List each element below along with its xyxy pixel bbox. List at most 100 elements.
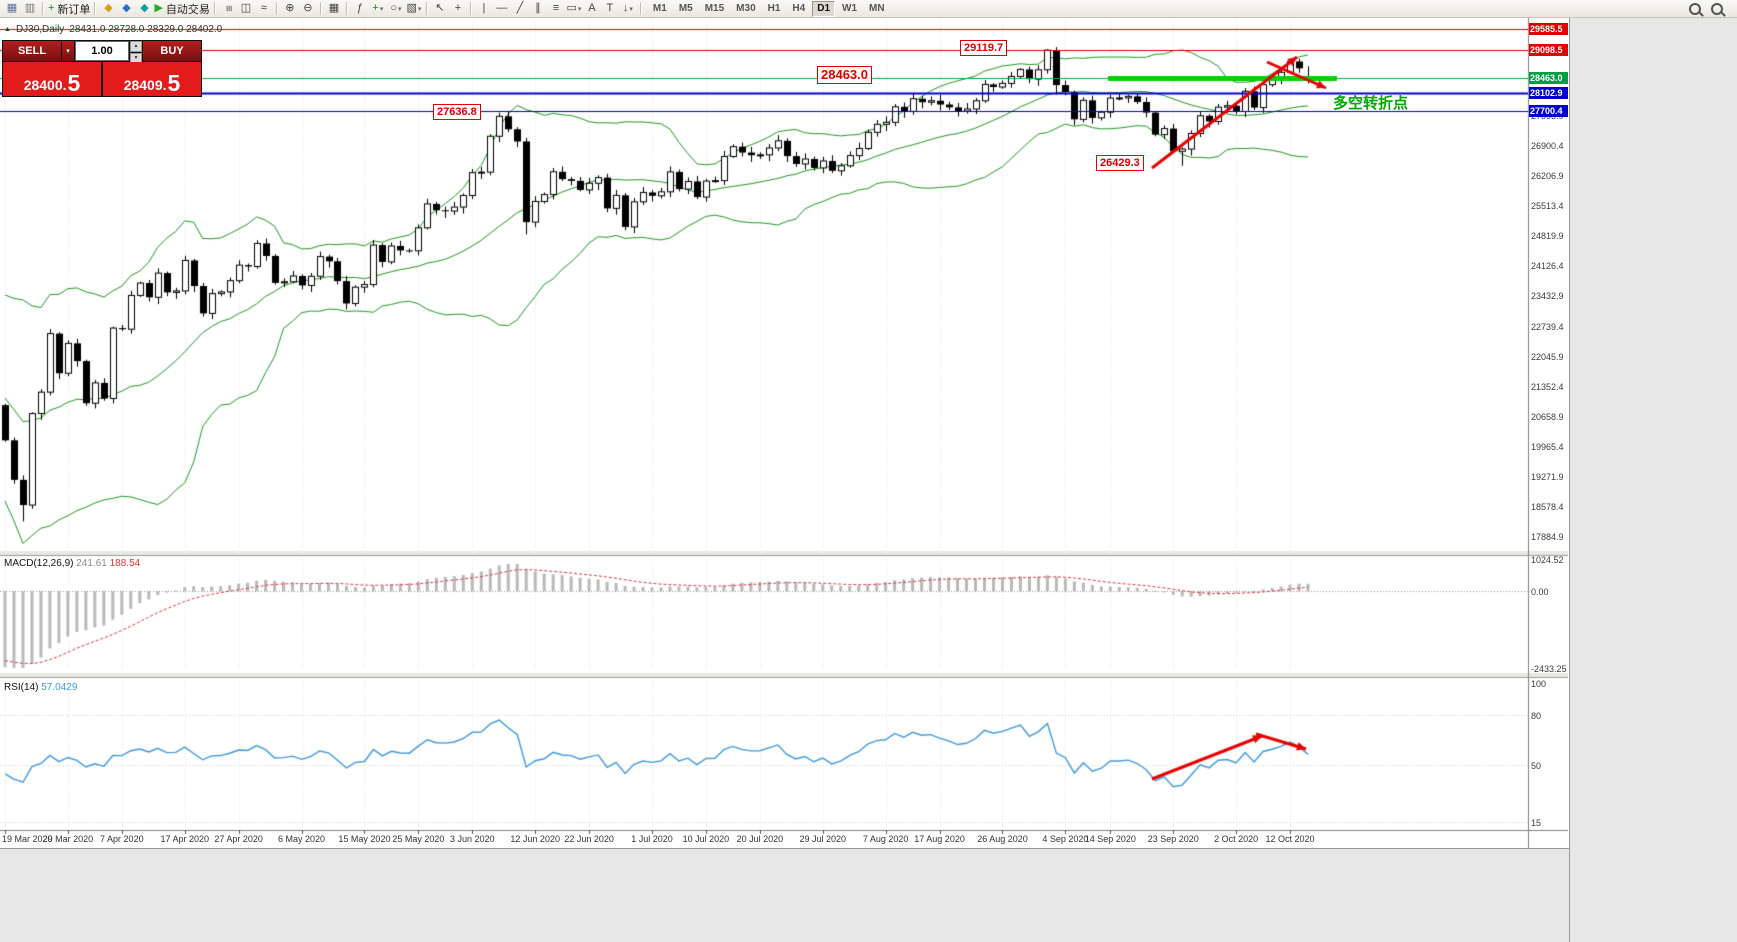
macd-indicator-label: MACD(12,26,9) 241.61 188.54 bbox=[4, 558, 140, 569]
order-options-dropdown[interactable]: ▾ bbox=[62, 41, 74, 61]
price-axis-label: 24819.9 bbox=[1531, 231, 1564, 242]
price-annotation[interactable]: 28463.0 bbox=[817, 66, 872, 84]
price-axis-label: 21352.4 bbox=[1531, 381, 1564, 392]
autotrade-button[interactable]: ▶ 自动交易 bbox=[154, 2, 210, 16]
date-label: 4 Sep 2020 bbox=[1042, 834, 1089, 844]
lot-size-input[interactable] bbox=[75, 41, 129, 61]
price-axis-label: 22045.9 bbox=[1531, 351, 1564, 362]
bar-chart-icon[interactable]: ≡ bbox=[222, 5, 235, 12]
tile-windows-icon[interactable]: ▦ bbox=[328, 2, 340, 14]
macd-axis-label: -2433.25 bbox=[1531, 664, 1567, 674]
fibonacci-icon[interactable]: ≡ bbox=[552, 2, 560, 14]
trend-note[interactable]: 多空转折点 bbox=[1333, 95, 1409, 112]
date-label: 6 May 2020 bbox=[278, 834, 326, 844]
rsi-axis-label: 100 bbox=[1531, 678, 1547, 689]
rsi-indicator-label: RSI(14) 57.0429 bbox=[4, 682, 77, 693]
price-tag: 29098.5 bbox=[1529, 44, 1568, 57]
text-icon[interactable]: A bbox=[588, 2, 596, 14]
toolbar-separator bbox=[319, 2, 322, 15]
workspace-background bbox=[1569, 18, 1737, 942]
search-icon[interactable] bbox=[1689, 2, 1701, 15]
date-label: 23 Sep 2020 bbox=[1147, 834, 1199, 844]
buy-button[interactable]: BUY bbox=[143, 41, 201, 61]
price-annotation[interactable]: 27636.8 bbox=[433, 104, 481, 120]
timeframe-M5[interactable]: M5 bbox=[678, 2, 693, 14]
timeframe-M15[interactable]: M15 bbox=[704, 2, 725, 14]
timeframe-W1[interactable]: W1 bbox=[842, 2, 858, 14]
rsi-axis-label: 80 bbox=[1531, 711, 1542, 722]
scroll-marker-icon: ▲ bbox=[4, 26, 11, 33]
date-label: 17 Apr 2020 bbox=[160, 834, 209, 844]
symbol-search-icon[interactable] bbox=[1711, 2, 1723, 15]
toolbar-separator bbox=[345, 2, 348, 15]
lot-increase-button[interactable]: ▲ bbox=[130, 41, 142, 52]
date-label: 19 Mar 2020 bbox=[2, 834, 53, 844]
toolbar-separator bbox=[213, 2, 216, 15]
zoom-in-icon[interactable]: ⊕ bbox=[285, 2, 295, 14]
date-label: 1 Jul 2020 bbox=[631, 834, 673, 844]
timeframe-M1[interactable]: M1 bbox=[652, 2, 667, 14]
indicators-icon[interactable]: ƒ bbox=[356, 2, 363, 14]
macd-signal-value: 188.54 bbox=[109, 558, 141, 569]
shapes-icon[interactable]: ▭ ▾ bbox=[566, 2, 582, 14]
date-label: 7 Aug 2020 bbox=[862, 834, 909, 844]
horizontal-line-icon[interactable]: — bbox=[496, 2, 508, 14]
price-tag: 28463.0 bbox=[1529, 71, 1568, 84]
chart-quote-line: ▲ DJ30,Daily 28431.0 28728.0 28329.0 28402… bbox=[4, 24, 227, 35]
price-axis-label: 19271.9 bbox=[1531, 471, 1564, 482]
buy-price[interactable]: 28409. 5 bbox=[103, 62, 201, 96]
one-click-trading-panel: SELL ▾ ▲ ▼ BUY 28400.5 28409.5 bbox=[2, 40, 202, 97]
sell-price[interactable]: 28400. 5 bbox=[3, 62, 101, 96]
alerts-icon[interactable]: ◆ bbox=[104, 2, 113, 14]
timeframe-MN[interactable]: MN bbox=[869, 2, 885, 14]
timeframe-M30[interactable]: M30 bbox=[736, 2, 756, 14]
candlestick-chart-icon[interactable]: ◫ bbox=[240, 2, 252, 14]
profiles-icon[interactable]: ▥ bbox=[24, 2, 36, 14]
price-axis-label: 20658.9 bbox=[1531, 411, 1564, 422]
date-label: 22 Jun 2020 bbox=[564, 834, 614, 844]
timeframe-H4[interactable]: H4 bbox=[792, 2, 806, 14]
date-label: 7 Apr 2020 bbox=[100, 834, 144, 844]
cursor-icon[interactable]: ↖ bbox=[435, 2, 445, 14]
timeframe-H1[interactable]: H1 bbox=[767, 2, 781, 14]
date-label: 27 Apr 2020 bbox=[214, 834, 263, 844]
price-axis-label: 24126.4 bbox=[1531, 261, 1564, 272]
community-icon[interactable]: ◆ bbox=[140, 2, 149, 14]
macd-axis-label: 1024.52 bbox=[1531, 555, 1564, 565]
price-annotation[interactable]: 26429.3 bbox=[1096, 155, 1144, 171]
new-chart-icon[interactable]: ▦ bbox=[6, 2, 18, 14]
date-label: 3 Jun 2020 bbox=[450, 834, 495, 844]
date-label: 25 May 2020 bbox=[392, 834, 445, 844]
mql-icon[interactable]: ◆ bbox=[122, 2, 131, 14]
date-label: 14 Sep 2020 bbox=[1084, 834, 1136, 844]
chart-canvas[interactable] bbox=[0, 18, 1568, 848]
arrows-icon[interactable]: ↓ ▾ bbox=[622, 2, 633, 14]
rsi-name: RSI(14) bbox=[4, 682, 39, 693]
timeframe-D1[interactable]: D1 bbox=[812, 0, 836, 17]
price-axis-label: 23432.9 bbox=[1531, 291, 1564, 302]
price-annotation[interactable]: 29119.7 bbox=[960, 40, 1008, 56]
price-axis-label: 26206.9 bbox=[1531, 171, 1564, 182]
label-icon[interactable]: T bbox=[606, 2, 614, 14]
sell-button[interactable]: SELL bbox=[3, 41, 61, 61]
toolbar-separator bbox=[275, 2, 278, 15]
line-chart-icon[interactable]: ≈ bbox=[260, 2, 267, 14]
date-label: 17 Aug 2020 bbox=[914, 834, 965, 844]
add-indicator-icon[interactable]: + ▾ bbox=[372, 2, 384, 14]
zoom-out-icon[interactable]: ⊖ bbox=[303, 2, 313, 14]
sell-price-pip: 5 bbox=[67, 70, 81, 96]
lot-stepper: ▲ ▼ bbox=[130, 41, 142, 64]
workspace-background bbox=[0, 848, 1569, 942]
channel-icon[interactable]: ∥ bbox=[535, 2, 541, 14]
crosshair-icon[interactable]: + bbox=[454, 2, 462, 14]
price-axis-label: 22739.4 bbox=[1531, 321, 1564, 332]
buy-button-label: BUY bbox=[160, 45, 184, 57]
price-tag: 28102.9 bbox=[1529, 87, 1568, 100]
trendline-icon[interactable]: ╱ bbox=[516, 2, 524, 14]
date-label: 29 Jul 2020 bbox=[799, 834, 847, 844]
vertical-line-icon[interactable]: | bbox=[482, 2, 486, 14]
sell-button-label: SELL bbox=[17, 45, 47, 57]
templates-icon[interactable]: ▧ ▾ bbox=[406, 2, 422, 14]
new-order-button[interactable]: + 新订单 bbox=[48, 2, 91, 16]
periods-icon[interactable]: ○ ▾ bbox=[390, 2, 402, 14]
